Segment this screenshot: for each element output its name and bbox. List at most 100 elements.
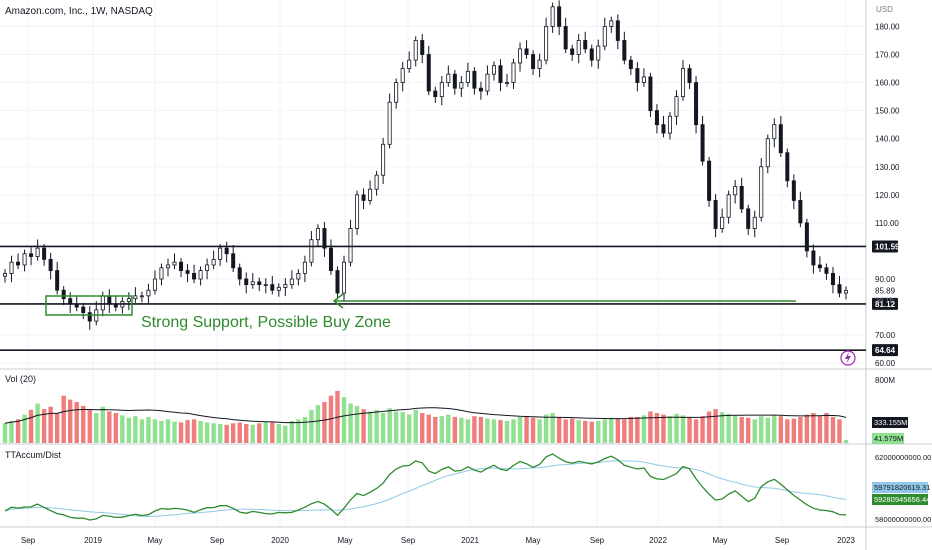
volume-bar [739,416,744,443]
candle [355,190,360,235]
candle [739,177,744,214]
axis-labels: 180.00 170.00 160.00 150.00 140.00 130.00 120.… [21,22,931,545]
volume-bar [15,419,21,443]
volume-bar [296,419,301,443]
volume-bar [746,417,751,443]
candle [667,112,672,140]
candle [830,266,835,294]
volume-bar [843,439,849,443]
candle [563,17,568,54]
volume-bar [81,405,86,443]
candle [687,64,692,90]
volume-bar [380,413,386,443]
lightning-icon[interactable] [840,350,856,366]
volume-pane-title[interactable]: Vol (20) [5,374,36,384]
candle [250,273,255,289]
candle [504,73,509,87]
candle [276,283,281,297]
volume-bar [732,415,738,443]
volume-bar [700,416,705,443]
buy-zone-annotation: Strong Support, Possible Buy Zone [141,314,391,331]
candle [648,72,653,118]
volume-bar [459,417,464,443]
accum-tick-label: 58000000000.00 [875,515,931,524]
candle [283,278,288,297]
candle [159,263,164,286]
candle [511,58,516,90]
candle [824,263,829,280]
time-tick-label: 2021 [461,536,479,545]
candle [289,270,294,289]
candle [700,115,705,166]
volume-bar [680,415,686,443]
volume-bar [54,413,60,443]
level-price-badge: 64.64 [872,344,898,357]
candle [55,261,60,295]
volume-bar [817,416,823,443]
accum-signal-line [4,460,847,518]
candle [752,210,757,238]
candle [394,78,399,109]
svg-text:59791820619.31: 59791820619.31 [874,483,930,492]
volume-bar [276,424,282,443]
price-tick-label: 60.00 [875,359,896,368]
volume-bar [583,420,588,443]
volume-bar [628,416,634,443]
volume-bar [589,421,594,443]
volume-bar [413,409,418,443]
volume-bar [433,416,438,443]
candle [302,255,307,283]
candle [694,76,699,134]
candle [296,269,301,286]
candle [446,65,451,87]
candle [342,255,347,302]
candle [94,301,99,326]
volume-bar [9,420,14,443]
volume-bar [785,419,790,443]
volume-bar [452,416,458,443]
volume-bar [752,419,757,443]
candle [576,34,581,64]
volume-current-badge: 41.579M [872,433,904,444]
candle [837,275,842,298]
candle [48,252,53,280]
candle [420,34,425,64]
time-tick-label: May [712,536,727,545]
volume-bar [811,413,816,443]
accum-pane-title[interactable]: TTAccum/Dist [5,450,61,460]
candle [165,258,170,277]
chart-grid [0,0,866,527]
candle [309,231,314,267]
volume-bar [596,420,601,443]
candle [720,208,725,233]
accum-tick-label: 62000000000.00 [875,453,931,462]
candle [315,224,320,247]
candle [622,31,627,65]
volume-bar [420,413,425,443]
candle [107,289,112,313]
volume-bar [22,414,27,443]
candle [211,250,216,270]
volume-bar [244,424,249,443]
volume-bar [661,414,666,443]
candle [368,180,373,205]
volume-bar [165,419,171,443]
volume-bar [446,414,451,443]
candle [407,51,412,73]
candle [570,44,575,61]
candle [459,76,464,97]
candle [531,50,536,75]
volume-bar [498,420,503,443]
volume-bar [465,419,471,443]
candle [537,53,542,78]
time-tick-label: Sep [775,536,790,545]
symbol-title[interactable]: Amazon.com, Inc., 1W, NASDAQ [5,6,153,17]
volume-bar [772,414,777,443]
volume-bar [556,416,562,443]
volume-bar [778,416,784,443]
volume-bar [374,409,379,443]
candle [726,190,731,224]
volume-bar [204,422,210,443]
time-tick-label: May [147,536,162,545]
